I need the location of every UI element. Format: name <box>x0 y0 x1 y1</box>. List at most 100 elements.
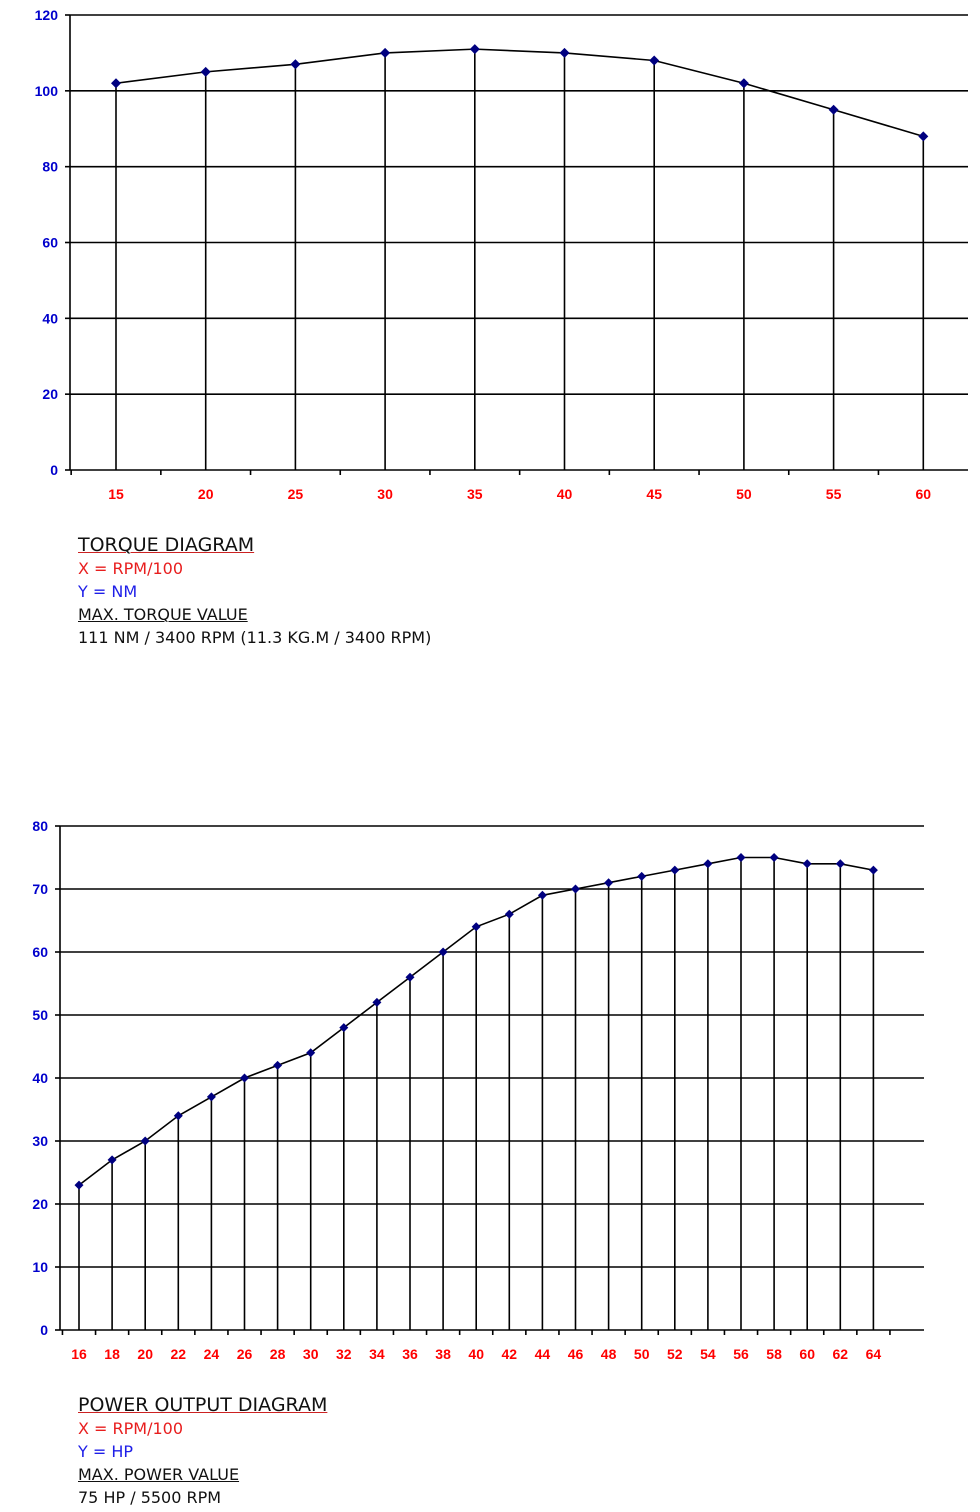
torque-y-tick-label: 0 <box>50 462 58 478</box>
power-data-point <box>802 859 812 869</box>
power-y-tick-label: 0 <box>40 1322 48 1338</box>
power-chart: 0 10 20 30 40 50 60 70 80 16 18 20 22 24 26 28 30 32 34 36 3… <box>32 818 924 1362</box>
power-x-tick-label: 50 <box>634 1346 650 1362</box>
power-x-tick-label: 28 <box>270 1346 286 1362</box>
torque-y-tick-label: 20 <box>42 386 58 402</box>
power-data-point <box>339 1023 349 1033</box>
torque-data-point <box>649 55 660 66</box>
power-x-tick-label: 56 <box>733 1346 749 1362</box>
power-x-tick-label: 34 <box>369 1346 385 1362</box>
power-x-tick-label: 44 <box>535 1346 551 1362</box>
power-data-point <box>868 865 878 875</box>
torque-data-point <box>200 66 211 77</box>
torque-caption: TORQUE DIAGRAM X = RPM/100 Y = NM MAX. T… <box>78 533 431 649</box>
power-x-tick-label: 62 <box>833 1346 849 1362</box>
torque-diagram-title: TORQUE DIAGRAM <box>78 534 255 556</box>
power-y-tick-label: 70 <box>32 881 48 897</box>
torque-x-tick-label: 60 <box>916 486 932 502</box>
power-y-tick-label: 60 <box>32 944 48 960</box>
torque-x-label: X = RPM/100 <box>78 559 184 578</box>
power-x-tick-label: 24 <box>204 1346 220 1362</box>
power-x-label: X = RPM/100 <box>78 1419 184 1438</box>
power-caption: POWER OUTPUT DIAGRAM X = RPM/100 Y = HP … <box>78 1393 327 1509</box>
power-x-tick-label: 38 <box>435 1346 451 1362</box>
torque-y-tick-label: 60 <box>42 235 58 251</box>
power-x-tick-label: 32 <box>336 1346 352 1362</box>
torque-y-tick-label: 80 <box>42 159 58 175</box>
power-x-tick-label: 58 <box>766 1346 782 1362</box>
power-data-point <box>504 909 514 919</box>
power-x-tick-label: 22 <box>171 1346 187 1362</box>
power-x-tick-label: 52 <box>667 1346 683 1362</box>
torque-data-point <box>290 59 301 70</box>
power-x-tick-label: 60 <box>799 1346 815 1362</box>
torque-data-point <box>380 47 391 58</box>
torque-data-point <box>738 78 749 89</box>
power-data-point <box>471 922 481 932</box>
power-x-tick-label: 42 <box>502 1346 518 1362</box>
torque-y-tick-label: 100 <box>35 83 59 99</box>
power-data-point <box>405 972 415 982</box>
torque-x-tick-label: 55 <box>826 486 842 502</box>
torque-y-label: Y = NM <box>78 582 138 601</box>
power-data-point <box>140 1136 150 1146</box>
power-x-tick-label: 40 <box>468 1346 484 1362</box>
power-y-tick-label: 20 <box>32 1196 48 1212</box>
power-data-point <box>769 853 779 862</box>
power-data-point <box>670 865 680 875</box>
power-data-point <box>206 1092 216 1102</box>
torque-x-tick-label: 35 <box>467 486 483 502</box>
power-x-tick-label: 54 <box>700 1346 716 1362</box>
power-data-point <box>703 859 713 869</box>
power-y-tick-label: 30 <box>32 1133 48 1149</box>
power-data-point <box>372 997 382 1007</box>
power-data-point <box>306 1048 316 1058</box>
power-y-tick-label: 50 <box>32 1007 48 1023</box>
power-y-tick-label: 80 <box>32 818 48 834</box>
torque-data-point <box>828 104 839 115</box>
power-data-point <box>107 1155 117 1165</box>
torque-max-value: 111 NM / 3400 RPM (11.3 KG.M / 3400 RPM) <box>78 628 432 647</box>
torque-x-tick-label: 20 <box>198 486 214 502</box>
power-data-point <box>240 1073 249 1083</box>
power-data-point <box>604 878 614 888</box>
power-data-point <box>736 853 746 862</box>
torque-y-tick-label: 40 <box>42 310 58 326</box>
power-x-tick-label: 64 <box>866 1346 882 1362</box>
torque-x-tick-label: 30 <box>377 486 393 502</box>
power-x-tick-label: 36 <box>402 1346 418 1362</box>
power-x-tick-label: 30 <box>303 1346 319 1362</box>
torque-chart: 0 20 40 60 80 100 120 15 20 25 30 35 40 45 50 55 60 <box>35 7 968 502</box>
power-data-point <box>637 871 647 881</box>
power-diagram-title: POWER OUTPUT DIAGRAM <box>78 1394 328 1416</box>
power-x-tick-label: 20 <box>137 1346 153 1362</box>
power-x-tick-label: 46 <box>568 1346 584 1362</box>
power-y-tick-label: 10 <box>32 1259 48 1275</box>
power-x-tick-label: 26 <box>237 1346 253 1362</box>
power-data-point <box>571 884 580 894</box>
torque-x-tick-label: 25 <box>288 486 304 502</box>
power-x-tick-label: 16 <box>71 1346 87 1362</box>
power-max-value: 75 HP / 5500 RPM <box>78 1488 222 1507</box>
torque-y-tick-label: 120 <box>35 7 59 23</box>
power-data-point <box>835 859 845 869</box>
torque-series-line <box>115 48 924 138</box>
torque-max-heading: MAX. TORQUE VALUE <box>78 605 248 624</box>
torque-x-tick-label: 50 <box>736 486 752 502</box>
torque-data-point <box>111 78 121 89</box>
torque-x-tick-label: 15 <box>108 486 124 502</box>
power-data-point <box>537 890 547 900</box>
torque-x-tick-label: 45 <box>646 486 662 502</box>
power-y-tick-label: 40 <box>32 1070 48 1086</box>
power-data-point <box>438 947 448 957</box>
power-x-tick-label: 18 <box>104 1346 120 1362</box>
power-x-tick-label: 48 <box>601 1346 617 1362</box>
power-y-label: Y = HP <box>78 1442 134 1461</box>
power-data-point <box>273 1060 283 1070</box>
torque-data-point <box>559 47 570 58</box>
torque-data-point <box>469 44 480 55</box>
power-max-heading: MAX. POWER VALUE <box>78 1465 240 1484</box>
power-data-point <box>74 1180 84 1190</box>
torque-x-tick-label: 40 <box>557 486 573 502</box>
